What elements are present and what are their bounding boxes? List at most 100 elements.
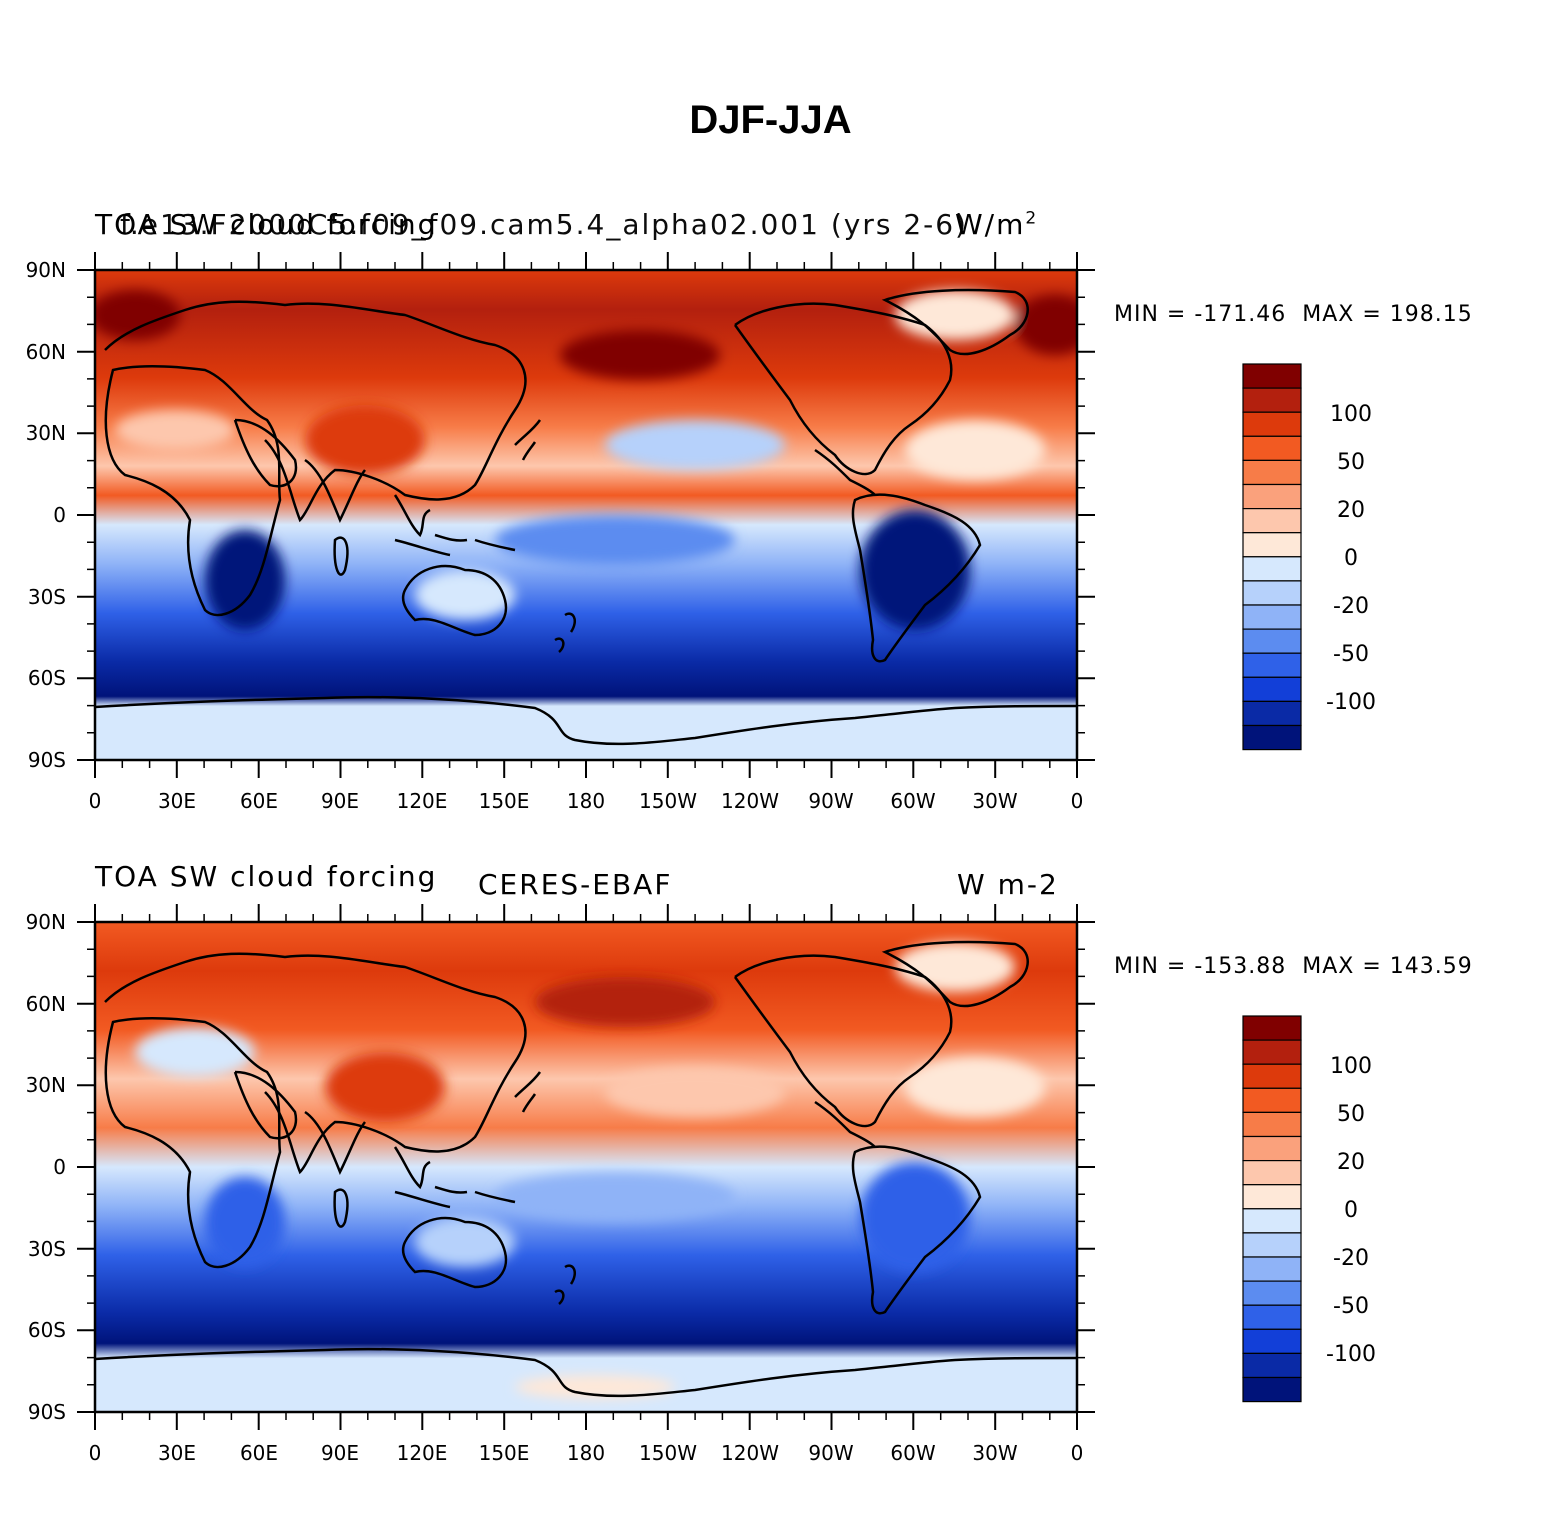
colorbar-label: 0 xyxy=(1344,1198,1358,1223)
colorbar-box xyxy=(1242,1039,1302,1065)
lon-label: 120W xyxy=(721,789,779,813)
lon-label: 30E xyxy=(158,789,196,813)
lon-label: 150E xyxy=(479,1441,530,1465)
panel-2-minmax: MIN = -153.88 MAX = 143.59 xyxy=(1114,954,1473,979)
lon-label: 90W xyxy=(808,1441,853,1465)
colorbar-box xyxy=(1242,1280,1302,1306)
panel-1-lat-labels: 90N 60N 30N 0 30S 60S 90S xyxy=(26,258,66,772)
panel-1-max: MAX = 198.15 xyxy=(1302,302,1473,327)
lon-label: 90E xyxy=(321,789,359,813)
colorbar-box xyxy=(1242,1063,1302,1089)
colorbar-box xyxy=(1242,1376,1302,1403)
lon-label: 150W xyxy=(639,1441,697,1465)
panel-1-lon-labels: 0 30E 60E 90E 120E 150E 180 150W 120W 90… xyxy=(89,789,1084,813)
colorbar-label: -100 xyxy=(1326,1342,1376,1367)
panel-2-lat-labels: 90N 60N 30N 0 30S 60S 90S xyxy=(26,910,66,1424)
lon-label: 30E xyxy=(158,1441,196,1465)
panel-2-units-label: W m-2 xyxy=(957,868,1059,901)
panel-2-colorbar-labels: 100 50 20 0 -20 -50 -100 xyxy=(1326,1054,1376,1367)
colorbar-box xyxy=(1242,483,1302,510)
panel-2-left-label: TOA SW cloud forcing xyxy=(95,860,438,893)
lat-label: 60N xyxy=(26,340,66,364)
lat-label: 90N xyxy=(26,910,66,934)
panel-1-min: MIN = -171.46 xyxy=(1114,302,1287,327)
lon-label: 30W xyxy=(972,789,1017,813)
lat-label: 30S xyxy=(28,585,66,609)
lat-label: 0 xyxy=(53,503,66,527)
lon-label: 150E xyxy=(479,789,530,813)
colorbar-label: 0 xyxy=(1344,546,1358,571)
colorbar-box xyxy=(1242,459,1302,486)
panel-2-lon-labels: 0 30E 60E 90E 120E 150E 180 150W 120W 90… xyxy=(89,1441,1084,1465)
lon-label: 0 xyxy=(89,789,102,813)
lon-label: 120E xyxy=(397,789,448,813)
colorbar-box xyxy=(1242,1184,1302,1210)
panel-2-map xyxy=(75,902,1097,1432)
colorbar-box xyxy=(1242,1015,1302,1041)
colorbar-box xyxy=(1242,1304,1302,1330)
colorbar-box xyxy=(1242,628,1302,654)
colorbar-box xyxy=(1242,580,1302,606)
colorbar-box xyxy=(1242,652,1302,678)
lat-label: 60S xyxy=(28,1318,66,1342)
colorbar-label: -50 xyxy=(1333,642,1369,667)
colorbar-box xyxy=(1242,1111,1302,1138)
colorbar-box xyxy=(1242,700,1302,727)
lat-label: 30N xyxy=(26,421,66,445)
panel-2-source-label: CERES-EBAF xyxy=(478,868,673,901)
colorbar-box xyxy=(1242,1208,1302,1234)
lon-label: 0 xyxy=(1071,789,1084,813)
lat-label: 30S xyxy=(28,1237,66,1261)
lon-label: 60E xyxy=(240,789,278,813)
lon-label: 90E xyxy=(321,1441,359,1465)
lat-label: 0 xyxy=(53,1155,66,1179)
lon-label: 30W xyxy=(972,1441,1017,1465)
lon-label: 0 xyxy=(1071,1441,1084,1465)
colorbar-box xyxy=(1242,532,1302,558)
lon-label: 180 xyxy=(567,789,605,813)
lat-label: 90S xyxy=(28,748,66,772)
colorbar-box xyxy=(1242,1328,1302,1355)
lat-label: 30N xyxy=(26,1073,66,1097)
colorbar-box xyxy=(1242,435,1302,461)
panel-1-case-label: f.e13.F2000C5.f09_f09.cam5.4_alpha02.001… xyxy=(120,208,968,241)
colorbar-box xyxy=(1242,411,1302,437)
colorbar-box xyxy=(1242,1232,1302,1258)
colorbar-box xyxy=(1242,1159,1302,1186)
lon-label: 150W xyxy=(639,789,697,813)
lon-label: 60W xyxy=(890,1441,935,1465)
lat-label: 60N xyxy=(26,992,66,1016)
colorbar-box xyxy=(1242,1352,1302,1379)
panel-2-min: MIN = -153.88 xyxy=(1114,954,1287,979)
panel-1-units-label: W/m2 xyxy=(955,208,1039,241)
colorbar-label: 50 xyxy=(1337,1102,1365,1127)
lon-label: 0 xyxy=(89,1441,102,1465)
colorbar-box xyxy=(1242,604,1302,630)
lon-label: 120E xyxy=(397,1441,448,1465)
colorbar-label: 20 xyxy=(1337,1150,1365,1175)
panel-1-left-label: TOA SW cloud forcing xyxy=(95,208,438,241)
panel-1-colorbar-labels: 100 50 20 0 -20 -50 -100 xyxy=(1326,402,1376,715)
lon-label: 60E xyxy=(240,1441,278,1465)
panel-2-colorbar xyxy=(1242,1015,1302,1403)
colorbar-box xyxy=(1242,1135,1302,1162)
lat-label: 90S xyxy=(28,1400,66,1424)
lon-label: 180 xyxy=(567,1441,605,1465)
colorbar-label: 20 xyxy=(1337,498,1365,523)
colorbar-label: -100 xyxy=(1326,690,1376,715)
colorbar-box xyxy=(1242,724,1302,751)
lon-label: 60W xyxy=(890,789,935,813)
colorbar-label: -20 xyxy=(1333,594,1369,619)
lat-label: 60S xyxy=(28,666,66,690)
colorbar-label: 100 xyxy=(1330,402,1372,427)
panel-1-minmax: MIN = -171.46 MAX = 198.15 xyxy=(1114,302,1473,327)
colorbar-box xyxy=(1242,1256,1302,1282)
colorbar-box xyxy=(1242,1087,1302,1114)
lat-label: 90N xyxy=(26,258,66,282)
colorbar-box xyxy=(1242,508,1302,534)
colorbar-box xyxy=(1242,676,1302,702)
lon-label: 120W xyxy=(721,1441,779,1465)
panel-1-colorbar xyxy=(1242,363,1302,751)
colorbar-label: -20 xyxy=(1333,1246,1369,1271)
